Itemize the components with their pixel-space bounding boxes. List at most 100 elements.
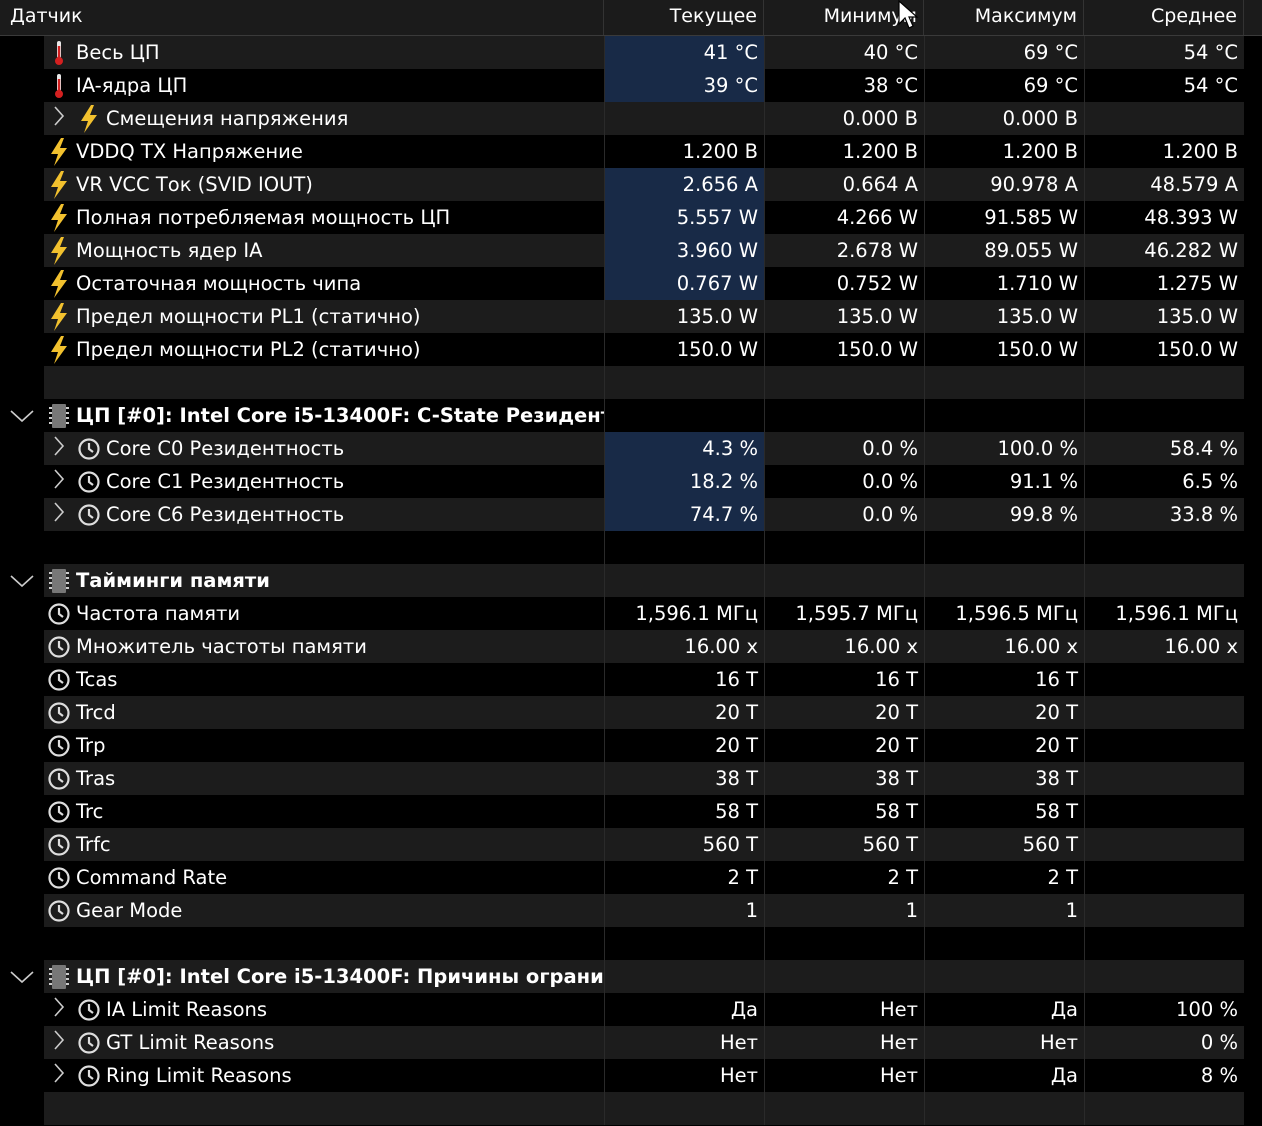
- value-avg: 33.8 %: [1084, 498, 1244, 531]
- column-current[interactable]: Текущее: [604, 0, 764, 35]
- chevron-right-icon[interactable]: [44, 996, 74, 1023]
- sensor-name-cell: Trc: [0, 795, 604, 828]
- group-row[interactable]: ЦП [#0]: Intel Core i5-13400F: Причины о…: [0, 960, 1244, 993]
- value-current: 41 °C: [604, 36, 764, 69]
- sensor-name-cell: [0, 927, 604, 960]
- sensor-row[interactable]: Trfc 560 T 560 T 560 T: [0, 828, 1244, 861]
- spacer-row: [0, 1092, 1244, 1125]
- clock-icon: [44, 630, 74, 663]
- sensor-row[interactable]: IA Limit Reasons Да Нет Да 100 %: [0, 993, 1244, 1026]
- column-max[interactable]: Максимум: [924, 0, 1084, 35]
- sensor-name-cell: Core C6 Резидентность: [0, 498, 604, 531]
- value-current: [604, 564, 764, 597]
- value-min: 16 T: [764, 663, 924, 696]
- column-header: Датчик Текущее Минимум Максимум Среднее: [0, 0, 1262, 36]
- sensor-row[interactable]: Полная потребляемая мощность ЦП 5.557 W 4.…: [0, 201, 1244, 234]
- sensor-label: Trfc: [76, 833, 111, 856]
- clock-icon: [44, 795, 74, 828]
- value-min: 38 °C: [764, 69, 924, 102]
- chevron-right-icon[interactable]: [44, 435, 74, 462]
- value-avg: [1084, 1092, 1244, 1125]
- value-max: 16 T: [924, 663, 1084, 696]
- sensor-row[interactable]: Trp 20 T 20 T 20 T: [0, 729, 1244, 762]
- sensor-row[interactable]: Gear Mode 1 1 1: [0, 894, 1244, 927]
- spacer-row: [0, 927, 1244, 960]
- sensor-row[interactable]: Частота памяти 1,596.1 МГц 1,595.7 МГц 1,59…: [0, 597, 1244, 630]
- sensor-row[interactable]: Core C0 Резидентность 4.3 % 0.0 % 100.0 % 58…: [0, 432, 1244, 465]
- sensor-label: Смещения напряжения: [106, 107, 349, 130]
- value-max: 38 T: [924, 762, 1084, 795]
- value-avg: 6.5 %: [1084, 465, 1244, 498]
- chevron-right-icon[interactable]: [44, 1062, 74, 1089]
- chip-icon: [44, 960, 74, 993]
- column-avg[interactable]: Среднее: [1084, 0, 1244, 35]
- sensor-row[interactable]: Trcd 20 T 20 T 20 T: [0, 696, 1244, 729]
- lightning-icon: [44, 234, 74, 267]
- group-row[interactable]: ЦП [#0]: Intel Core i5-13400F: C-State Р…: [0, 399, 1244, 432]
- sensor-row[interactable]: Trc 58 T 58 T 58 T: [0, 795, 1244, 828]
- sensor-row[interactable]: Core C1 Резидентность 18.2 % 0.0 % 91.1 % 6.…: [0, 465, 1244, 498]
- sensor-row[interactable]: Tras 38 T 38 T 38 T: [0, 762, 1244, 795]
- sensor-label: Trp: [76, 734, 106, 757]
- value-avg: [1084, 729, 1244, 762]
- value-max: 135.0 W: [924, 300, 1084, 333]
- sensor-row[interactable]: GT Limit Reasons Нет Нет Нет 0 %: [0, 1026, 1244, 1059]
- sensor-row[interactable]: Смещения напряжения 0.000 В 0.000 В: [0, 102, 1244, 135]
- value-current: 2 T: [604, 861, 764, 894]
- sensor-row[interactable]: Предел мощности PL2 (статично) 150.0 W 150…: [0, 333, 1244, 366]
- sensor-label: Tras: [76, 767, 116, 790]
- value-avg: 1.200 В: [1084, 135, 1244, 168]
- value-current: [604, 366, 764, 399]
- sensor-row[interactable]: Core C6 Резидентность 74.7 % 0.0 % 99.8 % 33…: [0, 498, 1244, 531]
- sensor-label: Tcas: [76, 668, 118, 691]
- clock-icon: [44, 828, 74, 861]
- sensor-row[interactable]: Предел мощности PL1 (статично) 135.0 W 135…: [0, 300, 1244, 333]
- value-avg: [1084, 663, 1244, 696]
- value-min: [764, 531, 924, 564]
- chevron-right-icon[interactable]: [44, 105, 74, 132]
- clock-icon: [44, 861, 74, 894]
- column-min[interactable]: Минимум: [764, 0, 924, 35]
- chevron-down-icon[interactable]: [0, 404, 44, 428]
- sensor-name-cell: Command Rate: [0, 861, 604, 894]
- chevron-right-icon[interactable]: [44, 501, 74, 528]
- value-current: [604, 960, 764, 993]
- sensor-label: ЦП [#0]: Intel Core i5-13400F: Причины о…: [76, 965, 604, 988]
- clock-icon: [74, 432, 104, 465]
- chevron-down-icon[interactable]: [0, 569, 44, 593]
- chevron-right-icon[interactable]: [44, 1029, 74, 1056]
- sensor-row[interactable]: Весь ЦП 41 °C 40 °C 69 °C 54 °C: [0, 36, 1244, 69]
- sensor-row[interactable]: Мощность ядер IA 3.960 W 2.678 W 89.055 W 46…: [0, 234, 1244, 267]
- value-current: 20 T: [604, 729, 764, 762]
- value-current: 135.0 W: [604, 300, 764, 333]
- sensor-row[interactable]: IA-ядра ЦП 39 °C 38 °C 69 °C 54 °C: [0, 69, 1244, 102]
- value-avg: [1084, 531, 1244, 564]
- sensor-name-cell: Gear Mode: [0, 894, 604, 927]
- value-min: 150.0 W: [764, 333, 924, 366]
- chevron-right-icon[interactable]: [44, 468, 74, 495]
- scrollbar[interactable]: [1244, 36, 1262, 1126]
- sensor-row[interactable]: Tcas 16 T 16 T 16 T: [0, 663, 1244, 696]
- value-current: 38 T: [604, 762, 764, 795]
- spacer-row: [0, 531, 1244, 564]
- chevron-down-icon[interactable]: [0, 965, 44, 989]
- value-avg: 48.393 W: [1084, 201, 1244, 234]
- sensor-row[interactable]: Остаточная мощность чипа 0.767 W 0.752 W 1.…: [0, 267, 1244, 300]
- value-current: 3.960 W: [604, 234, 764, 267]
- sensor-row[interactable]: Ring Limit Reasons Нет Нет Да 8 %: [0, 1059, 1244, 1092]
- value-min: [764, 927, 924, 960]
- sensor-row[interactable]: VR VCC Ток (SVID IOUT) 2.656 A 0.664 A 90.9…: [0, 168, 1244, 201]
- group-row[interactable]: Тайминги памяти: [0, 564, 1244, 597]
- clock-icon: [44, 894, 74, 927]
- sensor-row[interactable]: Множитель частоты памяти 16.00 x 16.00 x 16…: [0, 630, 1244, 663]
- sensor-label: Весь ЦП: [76, 41, 160, 64]
- sensor-label: VR VCC Ток (SVID IOUT): [76, 173, 313, 196]
- sensor-name-cell: IA Limit Reasons: [0, 993, 604, 1026]
- clock-icon: [44, 696, 74, 729]
- lightning-icon: [44, 267, 74, 300]
- value-max: 89.055 W: [924, 234, 1084, 267]
- column-sensor[interactable]: Датчик: [0, 0, 604, 35]
- value-avg: 46.282 W: [1084, 234, 1244, 267]
